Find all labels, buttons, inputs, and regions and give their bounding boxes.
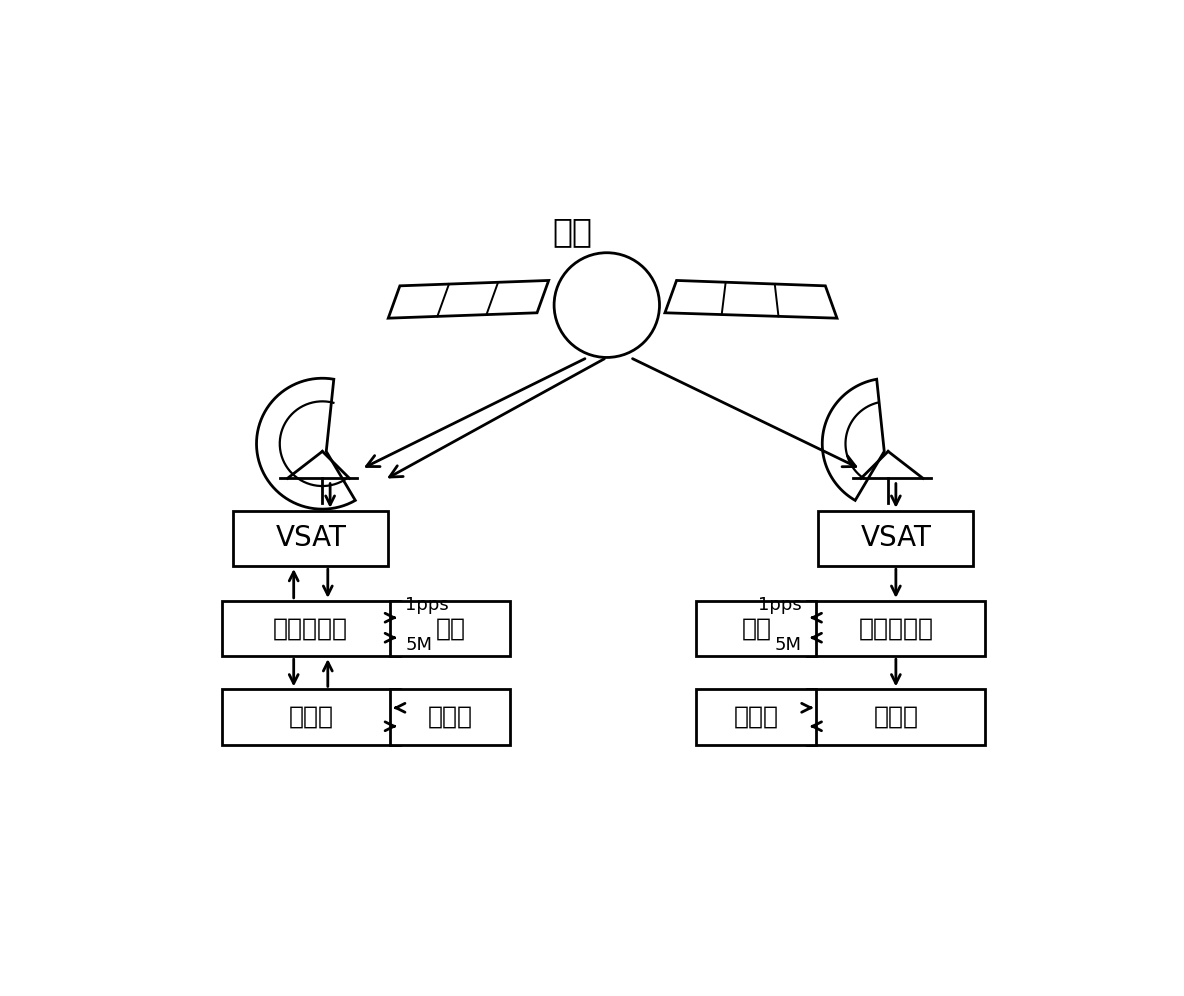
- Bar: [233, 511, 388, 566]
- Text: 5M: 5M: [774, 636, 802, 654]
- Text: VSAT: VSAT: [276, 525, 346, 553]
- Text: 计算机: 计算机: [874, 705, 919, 729]
- Bar: [696, 689, 817, 745]
- Text: 主钟: 主钟: [436, 617, 465, 640]
- Bar: [696, 601, 817, 656]
- Text: 调制解调器: 调制解调器: [274, 617, 348, 640]
- Bar: [391, 689, 510, 745]
- Text: 调制解调器: 调制解调器: [858, 617, 933, 640]
- Text: 互联网: 互联网: [734, 705, 779, 729]
- Bar: [221, 689, 400, 745]
- Bar: [806, 601, 985, 656]
- Text: 1pps: 1pps: [405, 597, 449, 615]
- Polygon shape: [822, 379, 884, 500]
- Bar: [221, 601, 400, 656]
- Text: 互联网: 互联网: [427, 705, 472, 729]
- Bar: [391, 601, 510, 656]
- Text: 卫星: 卫星: [552, 215, 592, 248]
- Polygon shape: [257, 378, 355, 509]
- Circle shape: [554, 253, 659, 358]
- Text: 1pps: 1pps: [758, 597, 802, 615]
- Bar: [806, 689, 985, 745]
- Text: 计算机: 计算机: [288, 705, 333, 729]
- Text: 主钟: 主钟: [741, 617, 771, 640]
- Text: 5M: 5M: [405, 636, 432, 654]
- Text: VSAT: VSAT: [861, 525, 932, 553]
- Bar: [818, 511, 973, 566]
